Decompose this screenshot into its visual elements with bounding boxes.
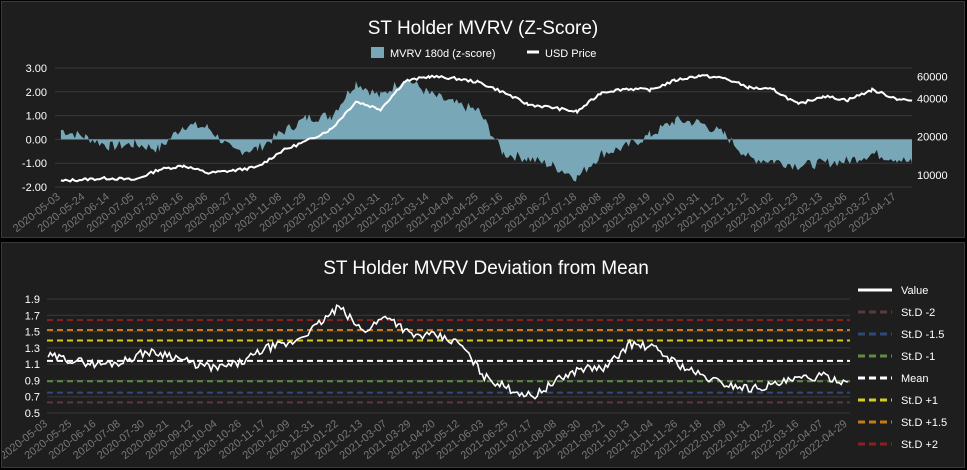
y-tick-label: 1.5 (25, 327, 40, 339)
y-tick-label: 0.00 (26, 134, 47, 146)
deviation-chart-panel: ST Holder MVRV Deviation from Mean 1.9 1.7… (1, 242, 965, 468)
zscore-chart: ST Holder MVRV (Z-Score) MVRV 180d (z-sco… (11, 18, 948, 235)
y-tick-label: 1.1 (25, 359, 40, 371)
zscore-chart-panel: ST Holder MVRV (Z-Score) MVRV 180d (z-sco… (1, 1, 965, 238)
legend-label: St.D +2 (901, 439, 938, 451)
legend-label: St.D -2 (901, 307, 935, 319)
y-tick-label: 0.5 (25, 408, 40, 420)
y-tick-label: 3.00 (26, 63, 47, 75)
y-tick-label: 0.9 (25, 375, 40, 387)
y-tick-label: 0.7 (25, 392, 40, 404)
y-tick-label: 2.00 (26, 87, 47, 99)
legend-label: St.D +1.5 (901, 417, 947, 429)
y-tick-label: 1.7 (25, 310, 40, 322)
y2-tick-label: 10000 (917, 170, 948, 182)
y2-tick-label: 40000 (917, 94, 948, 106)
y-tick-label: 1.3 (25, 343, 40, 355)
legend-label-zscore: MVRV 180d (z-score) (390, 48, 496, 60)
value-line-series (47, 304, 849, 400)
y-tick-label: -2.00 (22, 182, 47, 194)
legend-label: St.D -1.5 (901, 329, 944, 341)
chart-title: ST Holder MVRV Deviation from Mean (323, 258, 649, 279)
legend-label: St.D -1 (901, 351, 935, 363)
legend-swatch-zscore (371, 47, 384, 58)
price-line-series (60, 74, 913, 183)
legend-label: St.D +1 (901, 395, 938, 407)
legend-label-price: USD Price (545, 48, 596, 60)
y2-tick-label: 20000 (917, 132, 948, 144)
legend-label: Value (901, 285, 928, 297)
y-tick-label: 1.9 (25, 294, 40, 306)
legend-label: Mean (901, 373, 929, 385)
zscore-area-series (60, 78, 912, 182)
y-tick-label: 1.00 (26, 111, 47, 123)
y-tick-label: -1.00 (22, 158, 47, 170)
deviation-chart: ST Holder MVRV Deviation from Mean 1.9 1.7… (2, 258, 947, 462)
y2-tick-label: 60000 (917, 71, 948, 83)
chart-title: ST Holder MVRV (Z-Score) (368, 18, 599, 39)
